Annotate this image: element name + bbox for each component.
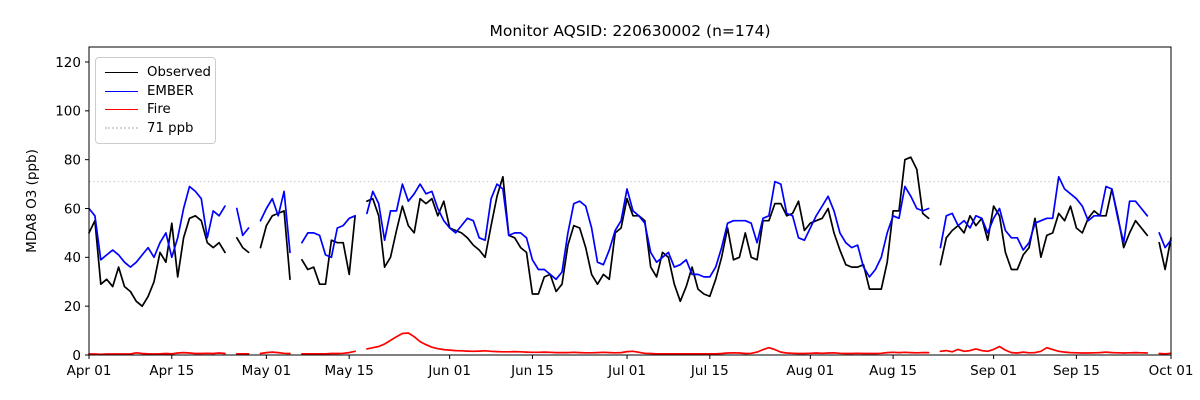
- threshold-line-sample: [105, 127, 138, 130]
- y-tick-label: 0: [72, 348, 81, 364]
- x-tick-label: Oct 01: [1149, 363, 1194, 379]
- legend-item-threshold: 71 ppb: [105, 120, 206, 136]
- y-tick-label: 100: [55, 104, 81, 120]
- legend-label: Fire: [147, 102, 171, 118]
- x-tick-label: Jun 01: [427, 363, 471, 379]
- fire-line-sample: [105, 109, 138, 111]
- y-tick-label: 60: [64, 201, 81, 217]
- ember-line-sample: [105, 90, 138, 92]
- y-tick-label: 20: [64, 299, 81, 315]
- x-tick-label: May 15: [324, 363, 373, 379]
- fire-line: [88, 332, 1172, 356]
- y-tick-label: 40: [64, 250, 81, 266]
- x-tick-label: Aug 01: [786, 363, 834, 379]
- legend-label: 71 ppb: [147, 120, 194, 136]
- plot-frame: [88, 46, 1172, 356]
- x-tick-label: Jun 15: [510, 363, 554, 379]
- x-tick-label: Aug 15: [869, 363, 917, 379]
- ember-line: [88, 175, 1172, 281]
- observed-line: [88, 156, 1172, 308]
- x-tick-label: May 01: [242, 363, 291, 379]
- x-tick-label: Jul 15: [690, 363, 729, 379]
- x-tick-label: Sep 15: [1053, 363, 1100, 379]
- legend-item-observed: Observed: [105, 66, 211, 79]
- legend-label: Observed: [147, 65, 211, 80]
- legend-label: EMBER: [147, 83, 194, 99]
- x-tick-label: Apr 01: [67, 363, 112, 379]
- y-tick-label: 120: [55, 55, 81, 71]
- y-tick-label: 80: [64, 152, 81, 168]
- legend-item-ember: EMBER: [105, 83, 206, 99]
- x-tick-label: Jul 01: [607, 363, 646, 379]
- plot-area: 0 20 40 60 80 100 120 Apr 01 Apr 15 May 01 May 15 J…: [55, 46, 1194, 379]
- y-axis-title: MDA8 O3 (ppb): [24, 149, 40, 253]
- legend-item-fire: Fire: [105, 103, 206, 116]
- observed-line-sample: [105, 72, 138, 74]
- chart-title: Monitor AQSID: 220630002 (n=174): [489, 22, 770, 40]
- legend: Observed EMBER Fire 71 ppb: [95, 57, 216, 144]
- x-tick-label: Sep 01: [970, 363, 1017, 379]
- x-tick-label: Apr 15: [149, 363, 194, 379]
